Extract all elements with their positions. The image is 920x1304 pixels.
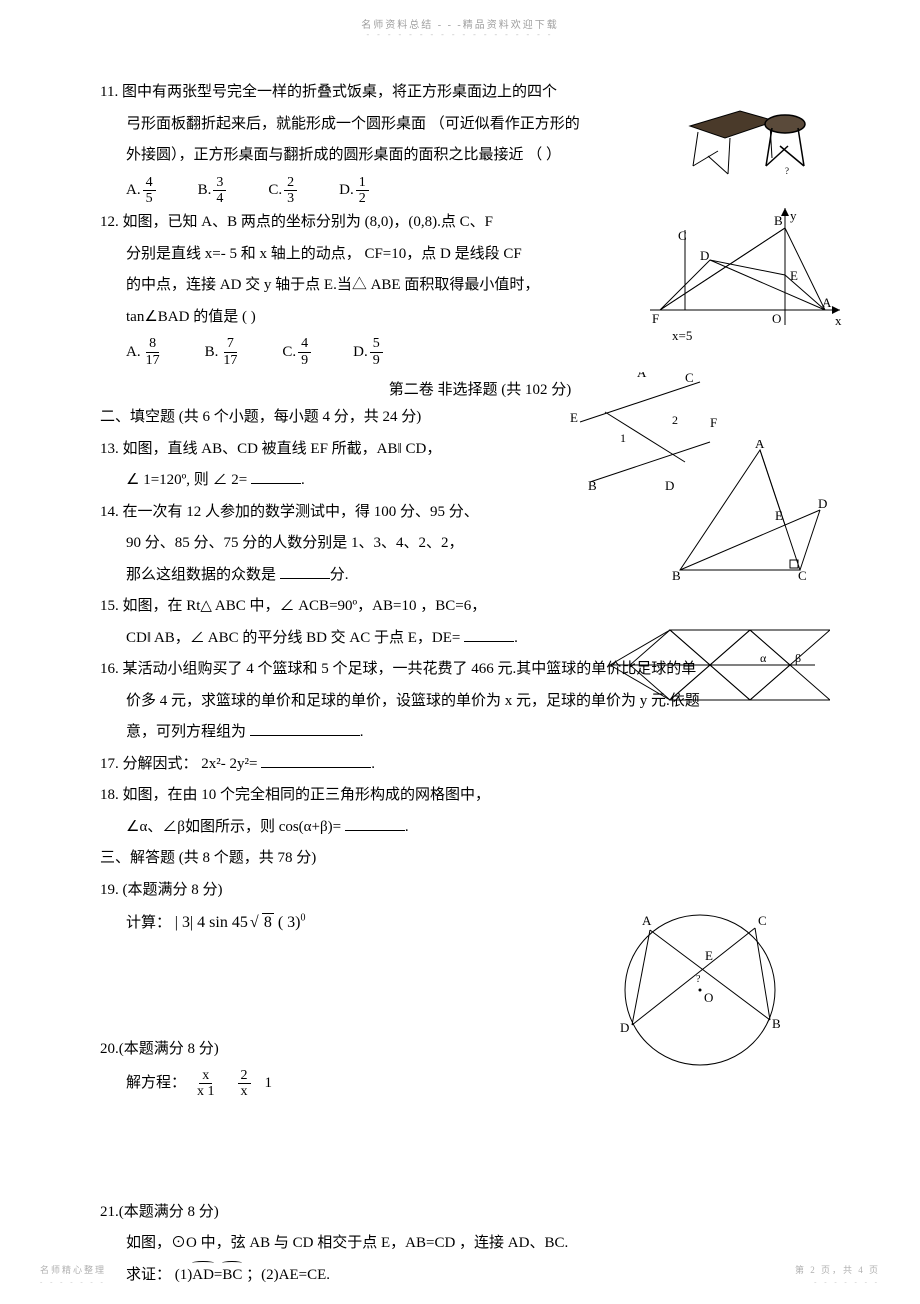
svg-text:B: B <box>774 213 783 228</box>
q18-line2-wrap: ∠α、∠β如图所示，则 cos(α+β)= . <box>100 815 860 841</box>
svg-text:E: E <box>790 268 798 283</box>
q18-blank <box>345 816 405 831</box>
question-17: 17. 分解因式： 2x²- 2y²= . <box>100 752 860 778</box>
q11-opt-c: C. 23 <box>268 175 299 207</box>
svg-text:C: C <box>685 372 694 385</box>
fill-title: 二、填空题 (共 6 个小题，每小题 4 分，共 24 分) <box>100 405 860 431</box>
q11-num: 11. <box>100 84 118 100</box>
footer-dashes-right: - - - - - - - <box>814 1278 880 1286</box>
svg-text:1: 1 <box>620 431 626 445</box>
q12-num: 12. <box>100 214 119 230</box>
q13-line2: ∠ 1=120º, 则 ∠ 2= <box>126 472 247 488</box>
q20-title: (本题满分 8 分) <box>119 1041 219 1057</box>
q21-num: 21. <box>100 1204 119 1220</box>
svg-text:y: y <box>790 208 797 223</box>
q11-opt-b: B. 34 <box>198 175 229 207</box>
question-21: 21.(本题满分 8 分) <box>100 1200 860 1226</box>
svg-text:α: α <box>760 651 767 665</box>
q18-num: 18. <box>100 787 119 803</box>
figure-q11-table: ? <box>680 96 810 186</box>
svg-text:A: A <box>637 372 647 380</box>
q12-opt-d: D. 59 <box>353 336 385 368</box>
svg-text:D: D <box>818 496 827 511</box>
svg-text:A: A <box>642 913 652 928</box>
svg-text:F: F <box>710 415 717 430</box>
svg-text:F: F <box>652 311 659 326</box>
q16-line3-wrap: 意，可列方程组为 . <box>100 720 860 746</box>
svg-text:O: O <box>704 990 713 1005</box>
svg-text:D: D <box>700 248 709 263</box>
figure-q15-triangle: A B C D E <box>660 440 830 580</box>
q12-opt-b: B. 717 <box>205 336 243 368</box>
svg-text:C: C <box>798 568 807 580</box>
q21-title: (本题满分 8 分) <box>119 1204 219 1220</box>
figure-q18-triangles: α β <box>600 620 830 705</box>
question-15: 15. 如图，在 Rt△ ABC 中，∠ ACB=90º，AB=10 ，BC=6… <box>100 594 860 620</box>
svg-text:O: O <box>772 311 781 326</box>
q13-num: 13. <box>100 441 119 457</box>
footer-dashes-left: - - - - - - - <box>40 1278 106 1286</box>
figure-q21-circle: A C D B E O ? <box>600 900 800 1080</box>
svg-text:2: 2 <box>672 413 678 427</box>
svg-text:A: A <box>822 295 832 310</box>
q13-blank <box>251 469 301 484</box>
q12-line1: 如图，已知 A、B 两点的坐标分别为 (8,0)，(0,8).点 C、F <box>123 214 493 230</box>
svg-text:C: C <box>678 228 687 243</box>
svg-text:E: E <box>775 508 783 523</box>
q14-line3: 那么这组数据的众数是 <box>126 567 276 583</box>
q15-line1: 如图，在 Rt△ ABC 中，∠ ACB=90º，AB=10 ，BC=6， <box>123 598 487 614</box>
q19-title: (本题满分 8 分) <box>123 882 223 898</box>
q20-expr-label: 解方程： <box>126 1071 186 1097</box>
q11-opt-d: D. 12 <box>339 175 371 207</box>
q21-line1: 如图，⊙O 中，弦 AB 与 CD 相交于点 E，AB=CD ，连接 AD、BC… <box>100 1231 860 1257</box>
q15-line2: CD‖ AB，∠ ABC 的平分线 BD 交 AC 于点 E，DE= <box>126 630 460 646</box>
header-dashes: - - - - - - - - - - - - - - - - - - <box>0 30 920 39</box>
q12-opt-a: A. 817 <box>126 336 165 368</box>
q18-line2: ∠α、∠β如图所示，则 cos(α+β)= <box>126 819 341 835</box>
figure-q12-graph: y x B C D E F O A x=5 <box>630 200 850 350</box>
q17-text: 分解因式： 2x²- 2y²= <box>123 756 258 772</box>
q14-num: 14. <box>100 504 119 520</box>
q11-opt-a: A. 45 <box>126 175 158 207</box>
q16-blank <box>250 721 360 736</box>
q19-num: 19. <box>100 882 119 898</box>
footer-left: 名师精心整理 <box>40 1263 106 1276</box>
q15-num: 15. <box>100 598 119 614</box>
q14-blank <box>280 564 330 579</box>
q17-blank <box>261 753 371 768</box>
q11-line1: 图中有两张型号完全一样的折叠式饭桌，将正方形桌面边上的四个 <box>122 84 557 100</box>
svg-text:x=5: x=5 <box>672 328 692 343</box>
svg-text:E: E <box>705 948 713 963</box>
q16-num: 16. <box>100 661 119 677</box>
svg-text:?: ? <box>785 166 789 176</box>
q19-expr-label: 计算： <box>126 915 171 931</box>
svg-text:D: D <box>620 1020 629 1035</box>
header-text: 名师资料总结 - - -精品资料欢迎下载 <box>0 16 920 31</box>
q18-line1: 如图，在由 10 个完全相同的正三角形构成的网格图中， <box>123 787 491 803</box>
footer-right: 第 2 页，共 4 页 <box>795 1263 880 1276</box>
q16-line3: 意，可列方程组为 <box>126 724 246 740</box>
question-18: 18. 如图，在由 10 个完全相同的正三角形构成的网格图中， <box>100 783 860 809</box>
svg-text:B: B <box>588 478 597 492</box>
svg-text:A: A <box>755 440 765 451</box>
svg-text:β: β <box>795 651 801 665</box>
svg-text:E: E <box>570 410 578 425</box>
svg-text:?: ? <box>696 974 701 985</box>
svg-text:C: C <box>758 913 767 928</box>
q15-blank <box>464 627 514 642</box>
q12-opt-c: C. 49 <box>282 336 313 368</box>
q21-line2: 求证： (1)AD=BC ；(2)AE=CE. <box>100 1263 860 1289</box>
svg-text:B: B <box>672 568 681 580</box>
q14-line1: 在一次有 12 人参加的数学测试中，得 100 分、95 分、 <box>123 504 479 520</box>
section3-title: 三、解答题 (共 8 个题，共 78 分) <box>100 846 860 872</box>
q20-num: 20. <box>100 1041 119 1057</box>
q17-num: 17. <box>100 756 119 772</box>
q13-line1: 如图，直线 AB、CD 被直线 EF 所截，AB‖ CD， <box>123 441 442 457</box>
svg-text:B: B <box>772 1016 781 1031</box>
section2-title: 第二卷 非选择题 (共 102 分) <box>100 378 860 399</box>
svg-text:x: x <box>835 313 842 328</box>
